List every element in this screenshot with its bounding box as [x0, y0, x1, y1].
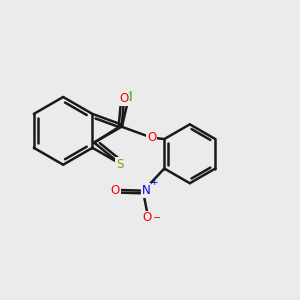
Text: Cl: Cl	[121, 91, 133, 104]
Text: +: +	[150, 178, 158, 187]
Text: O: O	[147, 131, 156, 144]
Text: N: N	[142, 184, 150, 197]
Text: S: S	[116, 158, 124, 171]
Text: O: O	[142, 212, 152, 224]
Text: O: O	[119, 92, 128, 105]
Text: −: −	[153, 213, 161, 223]
Text: O: O	[111, 184, 120, 196]
